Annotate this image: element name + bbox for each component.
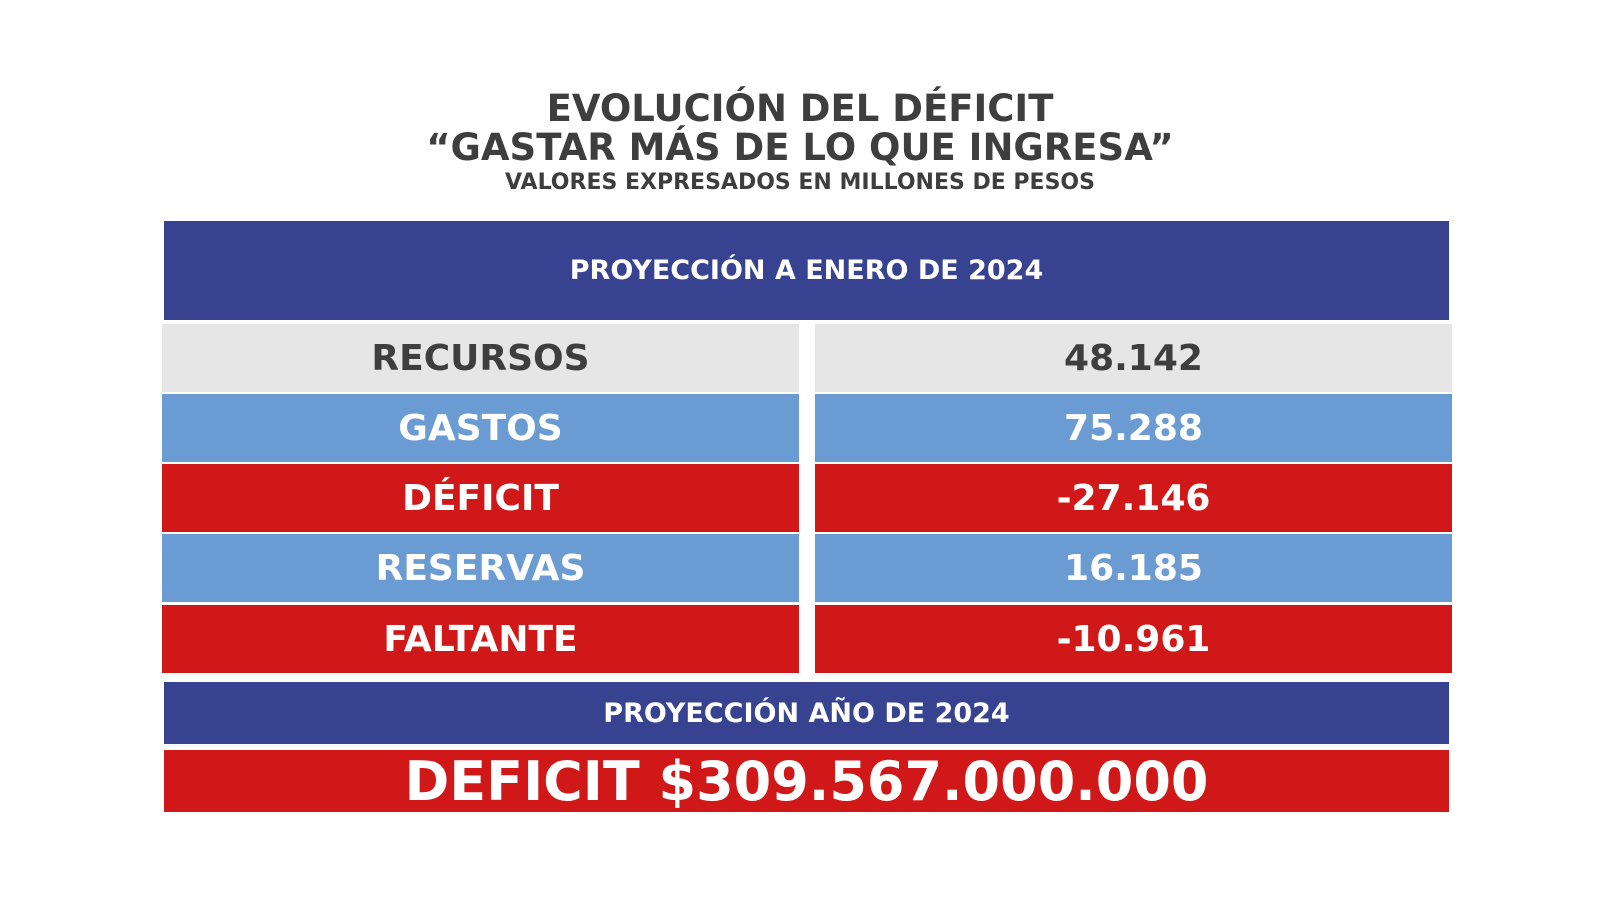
page-subtitle: VALORES EXPRESADOS EN MILLONES DE PESOS	[505, 170, 1095, 195]
page-title-quote: “GASTAR MÁS DE LO QUE INGRESA”	[426, 126, 1174, 169]
row-value-4: -10.961	[815, 605, 1452, 673]
section-header-anio: PROYECCIÓN AÑO DE 2024	[164, 682, 1449, 744]
row-value-3: 16.185	[815, 534, 1452, 602]
section-header-enero: PROYECCIÓN A ENERO DE 2024	[164, 221, 1449, 320]
deficit-total-banner: DEFICIT $309.567.000.000	[164, 750, 1449, 813]
row-label-0: RECURSOS	[162, 324, 799, 392]
row-label-2: DÉFICIT	[162, 464, 799, 532]
row-label-4: FALTANTE	[162, 605, 799, 673]
row-value-0: 48.142	[815, 324, 1452, 392]
row-label-3: RESERVAS	[162, 534, 799, 602]
row-value-2: -27.146	[815, 464, 1452, 532]
row-value-1: 75.288	[815, 394, 1452, 462]
page-title: EVOLUCIÓN DEL DÉFICIT	[546, 87, 1054, 130]
row-label-1: GASTOS	[162, 394, 799, 462]
